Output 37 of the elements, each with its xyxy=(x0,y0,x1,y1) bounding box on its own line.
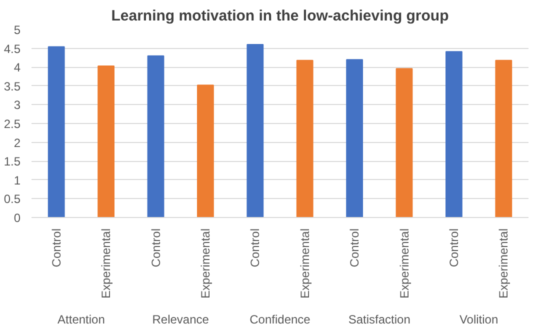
x-tick-label: Control xyxy=(148,228,163,268)
y-tick-label: 5 xyxy=(14,23,21,37)
x-tick-label: Experimental xyxy=(198,228,212,299)
chart-title: Learning motivation in the low-achieving group xyxy=(111,8,449,24)
text: Relevance xyxy=(152,312,210,326)
text: Satisfaction xyxy=(348,312,410,326)
bar xyxy=(246,44,264,218)
x-tick-label: Control xyxy=(248,228,262,268)
bar xyxy=(446,51,462,218)
bar xyxy=(98,65,114,218)
y-tick-label: 2.5 xyxy=(4,117,21,131)
x-tick-label: Experimental xyxy=(496,228,511,299)
bar xyxy=(495,60,512,218)
bar xyxy=(346,59,363,218)
x-tick-label: Control xyxy=(446,228,461,268)
bar xyxy=(197,84,214,218)
y-tick-label: 2 xyxy=(14,136,21,150)
bar xyxy=(48,46,65,218)
y-tick-label: 1.5 xyxy=(4,154,21,169)
text: Volition xyxy=(459,312,498,326)
text: Attention xyxy=(58,312,105,326)
x-tick-label: Experimental xyxy=(99,228,114,299)
y-tick-label: 1 xyxy=(14,173,21,188)
y-tick-label: 4.5 xyxy=(4,42,21,56)
x-tick-label: Control xyxy=(49,228,64,268)
bar xyxy=(296,60,314,218)
y-tick-label: 0.5 xyxy=(4,192,21,206)
bar xyxy=(396,68,413,218)
x-tick-label: Control xyxy=(348,228,362,268)
bar xyxy=(147,55,164,218)
y-tick-label: 3 xyxy=(14,98,21,112)
x-tick-label: Experimental xyxy=(397,228,412,299)
x-tick-label: Experimental xyxy=(298,228,312,299)
y-tick-label: 4 xyxy=(14,60,21,75)
text: Confidence xyxy=(250,312,311,326)
y-tick-label: 3.5 xyxy=(4,79,21,94)
y-tick-label: 0 xyxy=(14,211,21,225)
